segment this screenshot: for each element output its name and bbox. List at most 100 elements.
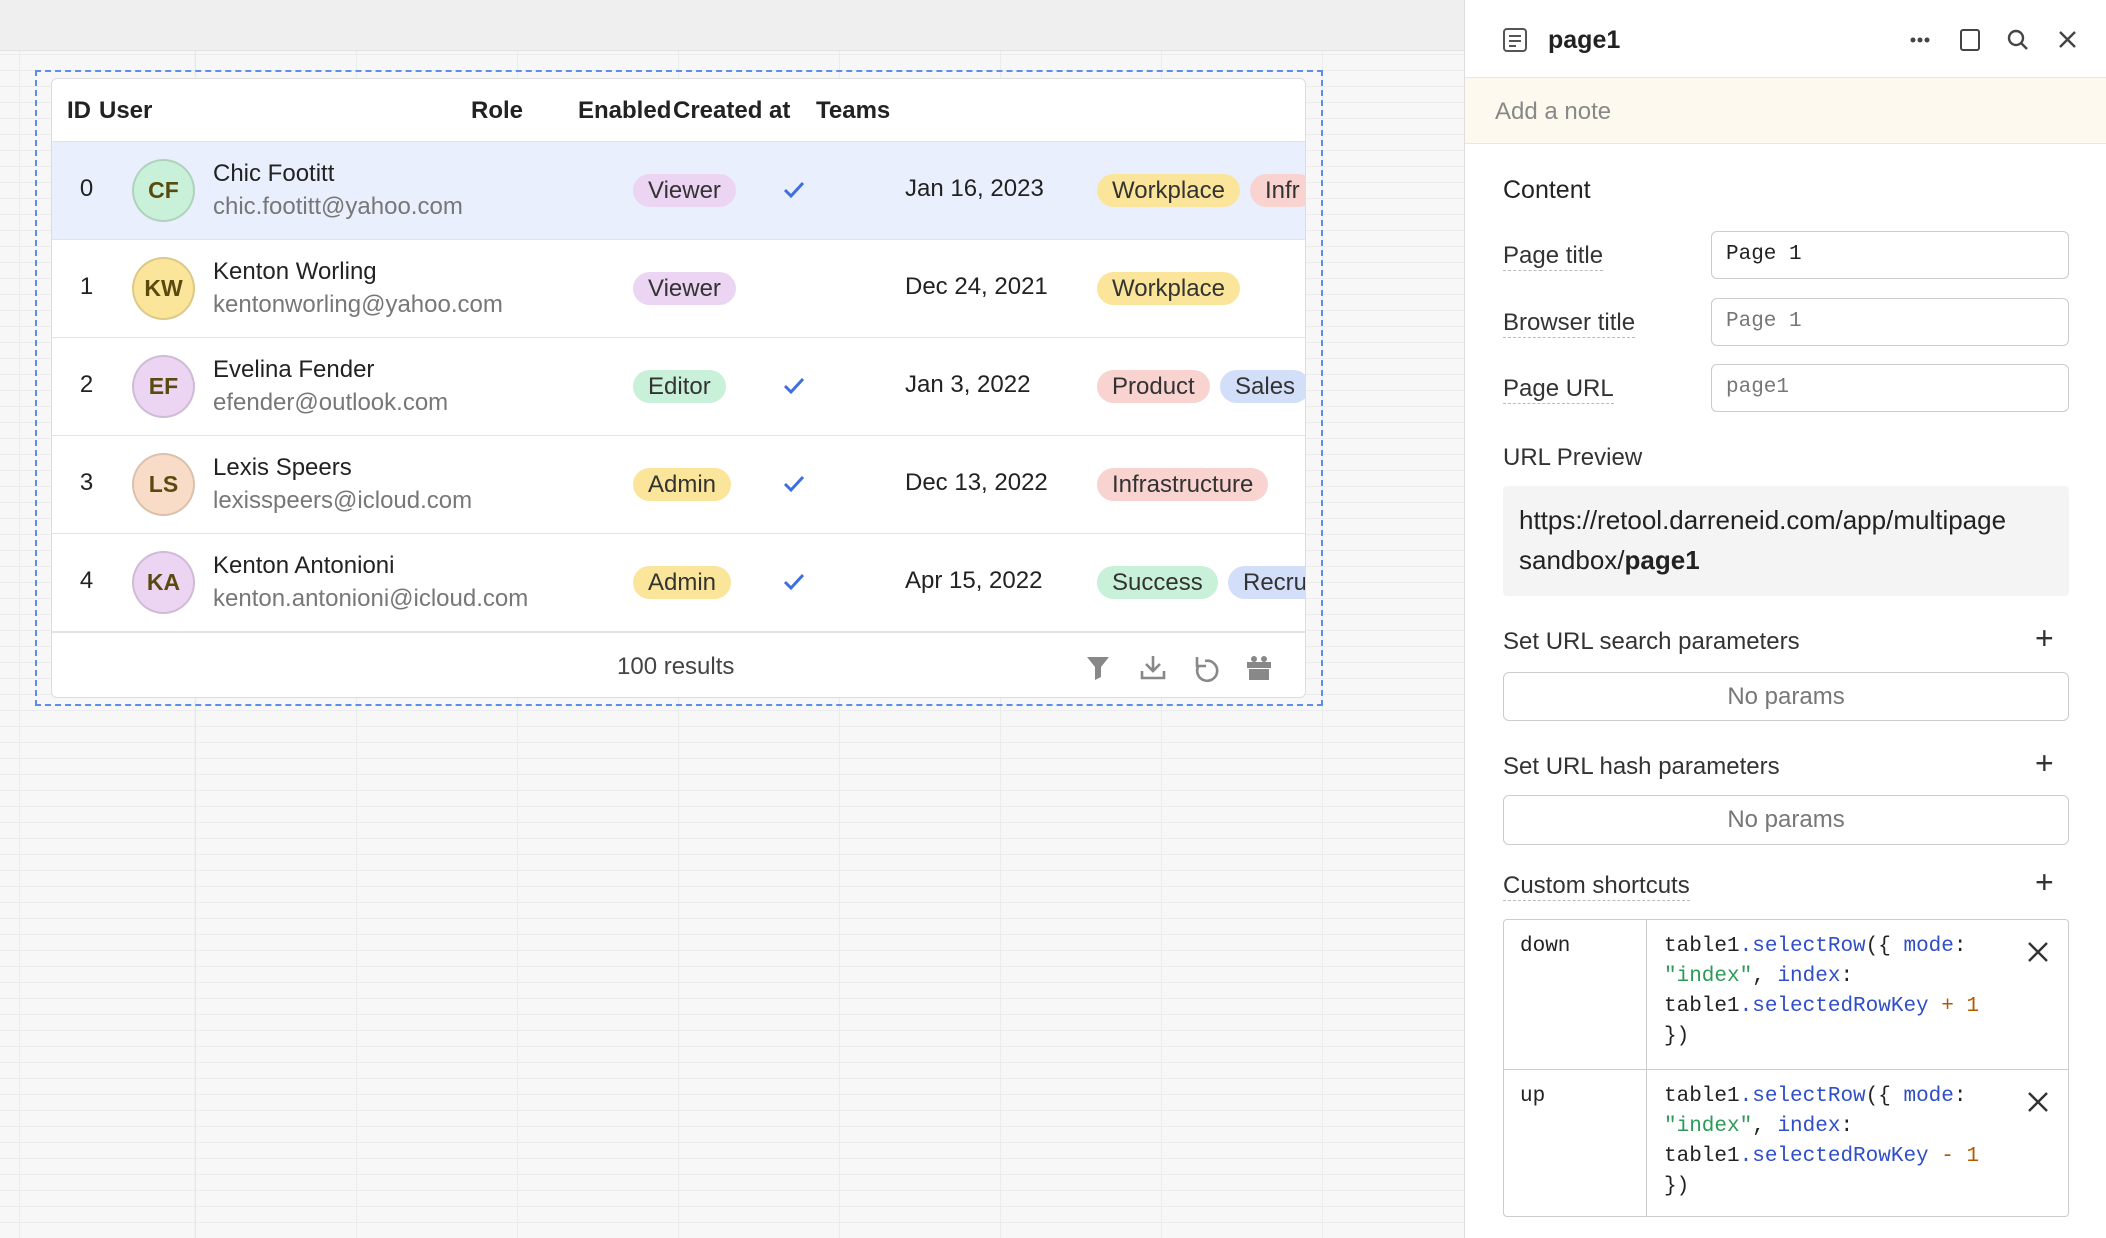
add-search-param[interactable]: +: [2035, 620, 2054, 656]
search-params-label: Set URL search parameters: [1503, 628, 1800, 655]
avatar: CF: [132, 159, 195, 222]
user-email: kentonworling@yahoo.com: [213, 291, 503, 318]
section-title: Content: [1503, 176, 1591, 204]
shortcut-key: down: [1520, 935, 1571, 958]
inspector-panel: page1 Add a note Content URL Preview htt…: [1464, 0, 2106, 1238]
code-token: ({: [1865, 935, 1904, 958]
role-tag: Editor: [633, 370, 726, 403]
field-label: Browser title: [1503, 308, 1636, 338]
gift-icon[interactable]: [1247, 656, 1271, 680]
enabled-check: [783, 377, 805, 395]
url-preview: https://retool.darreneid.com/app/multipa…: [1503, 486, 2069, 596]
table-row[interactable]: 4 KA Kenton Antonioni kenton.antonioni@iclo…: [52, 533, 1305, 631]
note-bar[interactable]: Add a note: [1465, 77, 2106, 144]
enabled-check: [783, 181, 805, 199]
enabled-check: [783, 573, 805, 591]
field-label: Page title: [1503, 242, 1604, 271]
canvas-top-bar: [0, 0, 1464, 51]
created-at: Jan 3, 2022: [905, 371, 1031, 398]
notes-icon[interactable]: [1960, 29, 1980, 51]
code-token: }): [1664, 995, 1992, 1048]
role-tag: Admin: [633, 566, 732, 599]
code-token: table1: [1664, 935, 1740, 958]
page-name: page1: [1548, 26, 1621, 54]
field-input[interactable]: Page 1: [1711, 297, 2069, 346]
column-divider: [1646, 920, 1647, 1216]
table-row[interactable]: 3 LS Lexis Speers lexisspeers@icloud.com Adm…: [52, 435, 1305, 533]
code-token: :: [1953, 935, 1980, 958]
row-id: 3: [79, 469, 94, 496]
more-icon[interactable]: [1910, 37, 1930, 43]
code-token: }): [1664, 1145, 1992, 1198]
field-label: Page URL: [1503, 375, 1614, 404]
code-token: .selectedRowKey: [1739, 995, 1929, 1018]
field-input[interactable]: page1: [1711, 364, 2069, 412]
role-tag: Admin: [633, 468, 732, 501]
remove-shortcut[interactable]: [2026, 940, 2050, 964]
filter-icon[interactable]: [1087, 657, 1109, 680]
code-token: .selectRow: [1739, 1085, 1866, 1108]
table[interactable]: ID User Role Enabled Created at Teams 100 res…: [51, 78, 1306, 698]
results-count: 100 results: [617, 653, 735, 680]
code-token: :: [1953, 1085, 1980, 1108]
code-token: ,: [1752, 965, 1778, 988]
user-email: efender@outlook.com: [213, 389, 449, 416]
team-tag: Product: [1097, 370, 1210, 403]
code-token: ,: [1752, 1115, 1778, 1138]
shortcut-code: table1.selectRow({ mode: "index", index:…: [1664, 932, 2004, 1052]
user-email: chic.footitt@yahoo.com: [213, 193, 463, 220]
row-id: 2: [79, 371, 94, 398]
code-token: :: [1840, 1115, 1866, 1138]
code-token: 1: [1966, 1145, 1980, 1168]
column-header: ID: [67, 97, 91, 124]
table-row[interactable]: 2 EF Evelina Fender efender@outlook.com Edit…: [52, 337, 1305, 435]
preview-url: https://retool.darreneid.com/app/multipa…: [1519, 505, 2007, 575]
search-icon[interactable]: [2007, 29, 2028, 50]
row-divider: [1504, 1069, 2068, 1070]
created-at: Apr 15, 2022: [905, 567, 1043, 594]
row-id: 0: [79, 175, 94, 202]
table-header: ID User Role Enabled Created at Teams: [52, 79, 1305, 141]
add-hash-param[interactable]: +: [2035, 745, 2054, 781]
user-name: Evelina Fender: [213, 356, 375, 383]
field-input[interactable]: Page 1: [1711, 231, 2069, 279]
add-shortcut[interactable]: +: [2035, 864, 2054, 900]
close-icon[interactable]: [2059, 31, 2076, 48]
created-at: Dec 13, 2022: [905, 469, 1048, 496]
refresh-icon[interactable]: [1195, 657, 1219, 683]
team-tag: Workplace: [1097, 174, 1240, 207]
shortcut-code: table1.selectRow({ mode: "index", index:…: [1664, 1082, 2004, 1202]
code-token: .selectRow: [1739, 935, 1866, 958]
column-header: Enabled: [578, 97, 672, 124]
code-token: 1: [1966, 995, 1980, 1018]
code-token: index: [1777, 965, 1841, 988]
row-id: 4: [79, 567, 94, 594]
shortcuts-table: down table1.selectRow({ mode: "index", in…: [1503, 919, 2069, 1217]
team-tag: Recru: [1228, 566, 1305, 599]
role-tag: Viewer: [633, 174, 736, 207]
table-row[interactable]: 0 CF Chic Footitt chic.footitt@yahoo.com Vie…: [52, 141, 1305, 239]
user-name: Lexis Speers: [213, 454, 352, 481]
row-id: 1: [79, 273, 94, 300]
table-row[interactable]: 1 KW Kenton Worling kentonworling@yahoo.com…: [52, 239, 1305, 337]
created-at: Dec 24, 2021: [905, 273, 1048, 300]
code-token: table1: [1664, 1085, 1740, 1108]
code-token: .selectedRowKey: [1739, 1145, 1929, 1168]
enabled-check: [783, 475, 805, 493]
selection-box: [35, 70, 1323, 706]
user-email: kenton.antonioni@icloud.com: [213, 585, 529, 612]
note-placeholder: Add a note: [1495, 98, 1612, 125]
avatar: KW: [132, 257, 195, 320]
code-token: :: [1840, 965, 1866, 988]
code-token: index: [1777, 1115, 1841, 1138]
download-icon[interactable]: [1140, 656, 1166, 680]
preview-label: URL Preview: [1503, 444, 1643, 471]
user-name: Chic Footitt: [213, 160, 335, 187]
user-name: Kenton Worling: [213, 258, 377, 285]
hash-params-empty: No params: [1503, 795, 2069, 845]
role-tag: Viewer: [633, 272, 736, 305]
remove-shortcut[interactable]: [2026, 1090, 2050, 1114]
footer-icons: [1087, 656, 1271, 683]
code-token: "index": [1664, 1115, 1753, 1138]
